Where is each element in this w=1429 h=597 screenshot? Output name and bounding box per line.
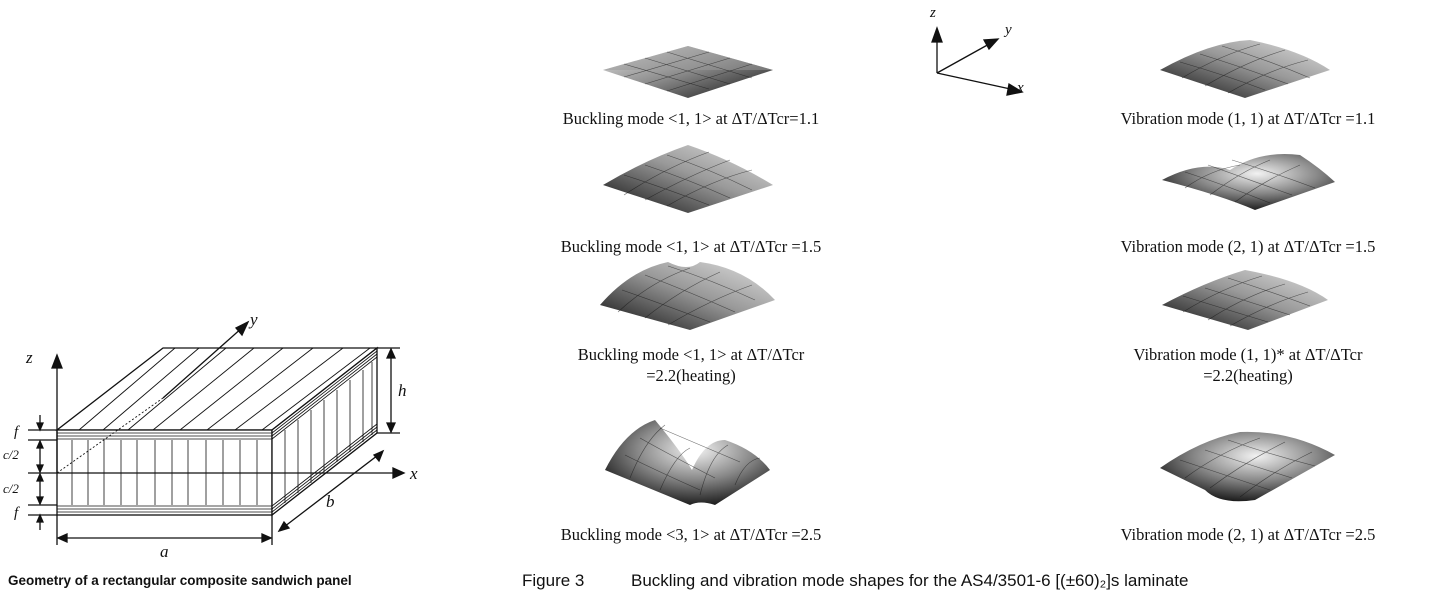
vibration-mode-surface-3 xyxy=(1162,270,1328,330)
vibration-caption-2: Vibration mode (2, 1) at ΔT/ΔTcr =1.5 xyxy=(1120,237,1376,256)
vibration-mode-surface-1 xyxy=(1160,40,1330,98)
label-h: h xyxy=(398,381,407,400)
buckling-mode-surface-3 xyxy=(600,262,775,330)
label-f-bottom: f xyxy=(14,505,19,521)
figure-caption-text: Buckling and vibration mode shapes for t… xyxy=(631,571,1189,590)
label-f-top: f xyxy=(14,424,19,440)
figure-number: Figure 3 xyxy=(522,571,585,590)
axes-legend xyxy=(931,26,1024,96)
legend-z-label: z xyxy=(930,5,936,21)
buckling-caption-1: Buckling mode <1, 1> at ΔT/ΔTcr=1.1 xyxy=(562,109,820,128)
buckling-mode-surface-1 xyxy=(603,46,773,98)
legend-x-label: x xyxy=(1017,80,1024,96)
vibration-caption-1: Vibration mode (1, 1) at ΔT/ΔTcr =1.1 xyxy=(1120,109,1376,128)
vibration-mode-surface-4 xyxy=(1160,431,1335,502)
label-c2-top: c/2 xyxy=(3,447,19,462)
label-y-axis: y xyxy=(250,310,258,329)
label-b: b xyxy=(326,492,335,511)
buckling-caption-4: Buckling mode <3, 1> at ΔT/ΔTcr =2.5 xyxy=(560,525,822,544)
label-c2-bottom: c/2 xyxy=(3,481,19,496)
sandwich-panel-diagram xyxy=(28,320,406,545)
buckling-mode-surface-2 xyxy=(603,145,773,213)
left-figure-caption: Geometry of a rectangular composite sand… xyxy=(8,573,352,588)
legend-y-label: y xyxy=(1005,22,1012,38)
buckling-mode-surface-4 xyxy=(605,420,770,505)
vibration-caption-3-line2: =2.2(heating) xyxy=(1203,366,1293,385)
vibration-caption-3: Vibration mode (1, 1)* at ΔT/ΔTcr xyxy=(1133,345,1363,364)
buckling-caption-3-line2: =2.2(heating) xyxy=(646,366,736,385)
label-z-axis: z xyxy=(26,348,33,367)
vibration-mode-surface-2 xyxy=(1162,154,1335,210)
label-x-axis: x xyxy=(410,464,418,483)
buckling-caption-3: Buckling mode <1, 1> at ΔT/ΔTcr xyxy=(577,345,805,364)
buckling-caption-2: Buckling mode <1, 1> at ΔT/ΔTcr =1.5 xyxy=(560,237,822,256)
vibration-caption-4: Vibration mode (2, 1) at ΔT/ΔTcr =2.5 xyxy=(1120,525,1376,544)
label-a: a xyxy=(160,542,169,561)
